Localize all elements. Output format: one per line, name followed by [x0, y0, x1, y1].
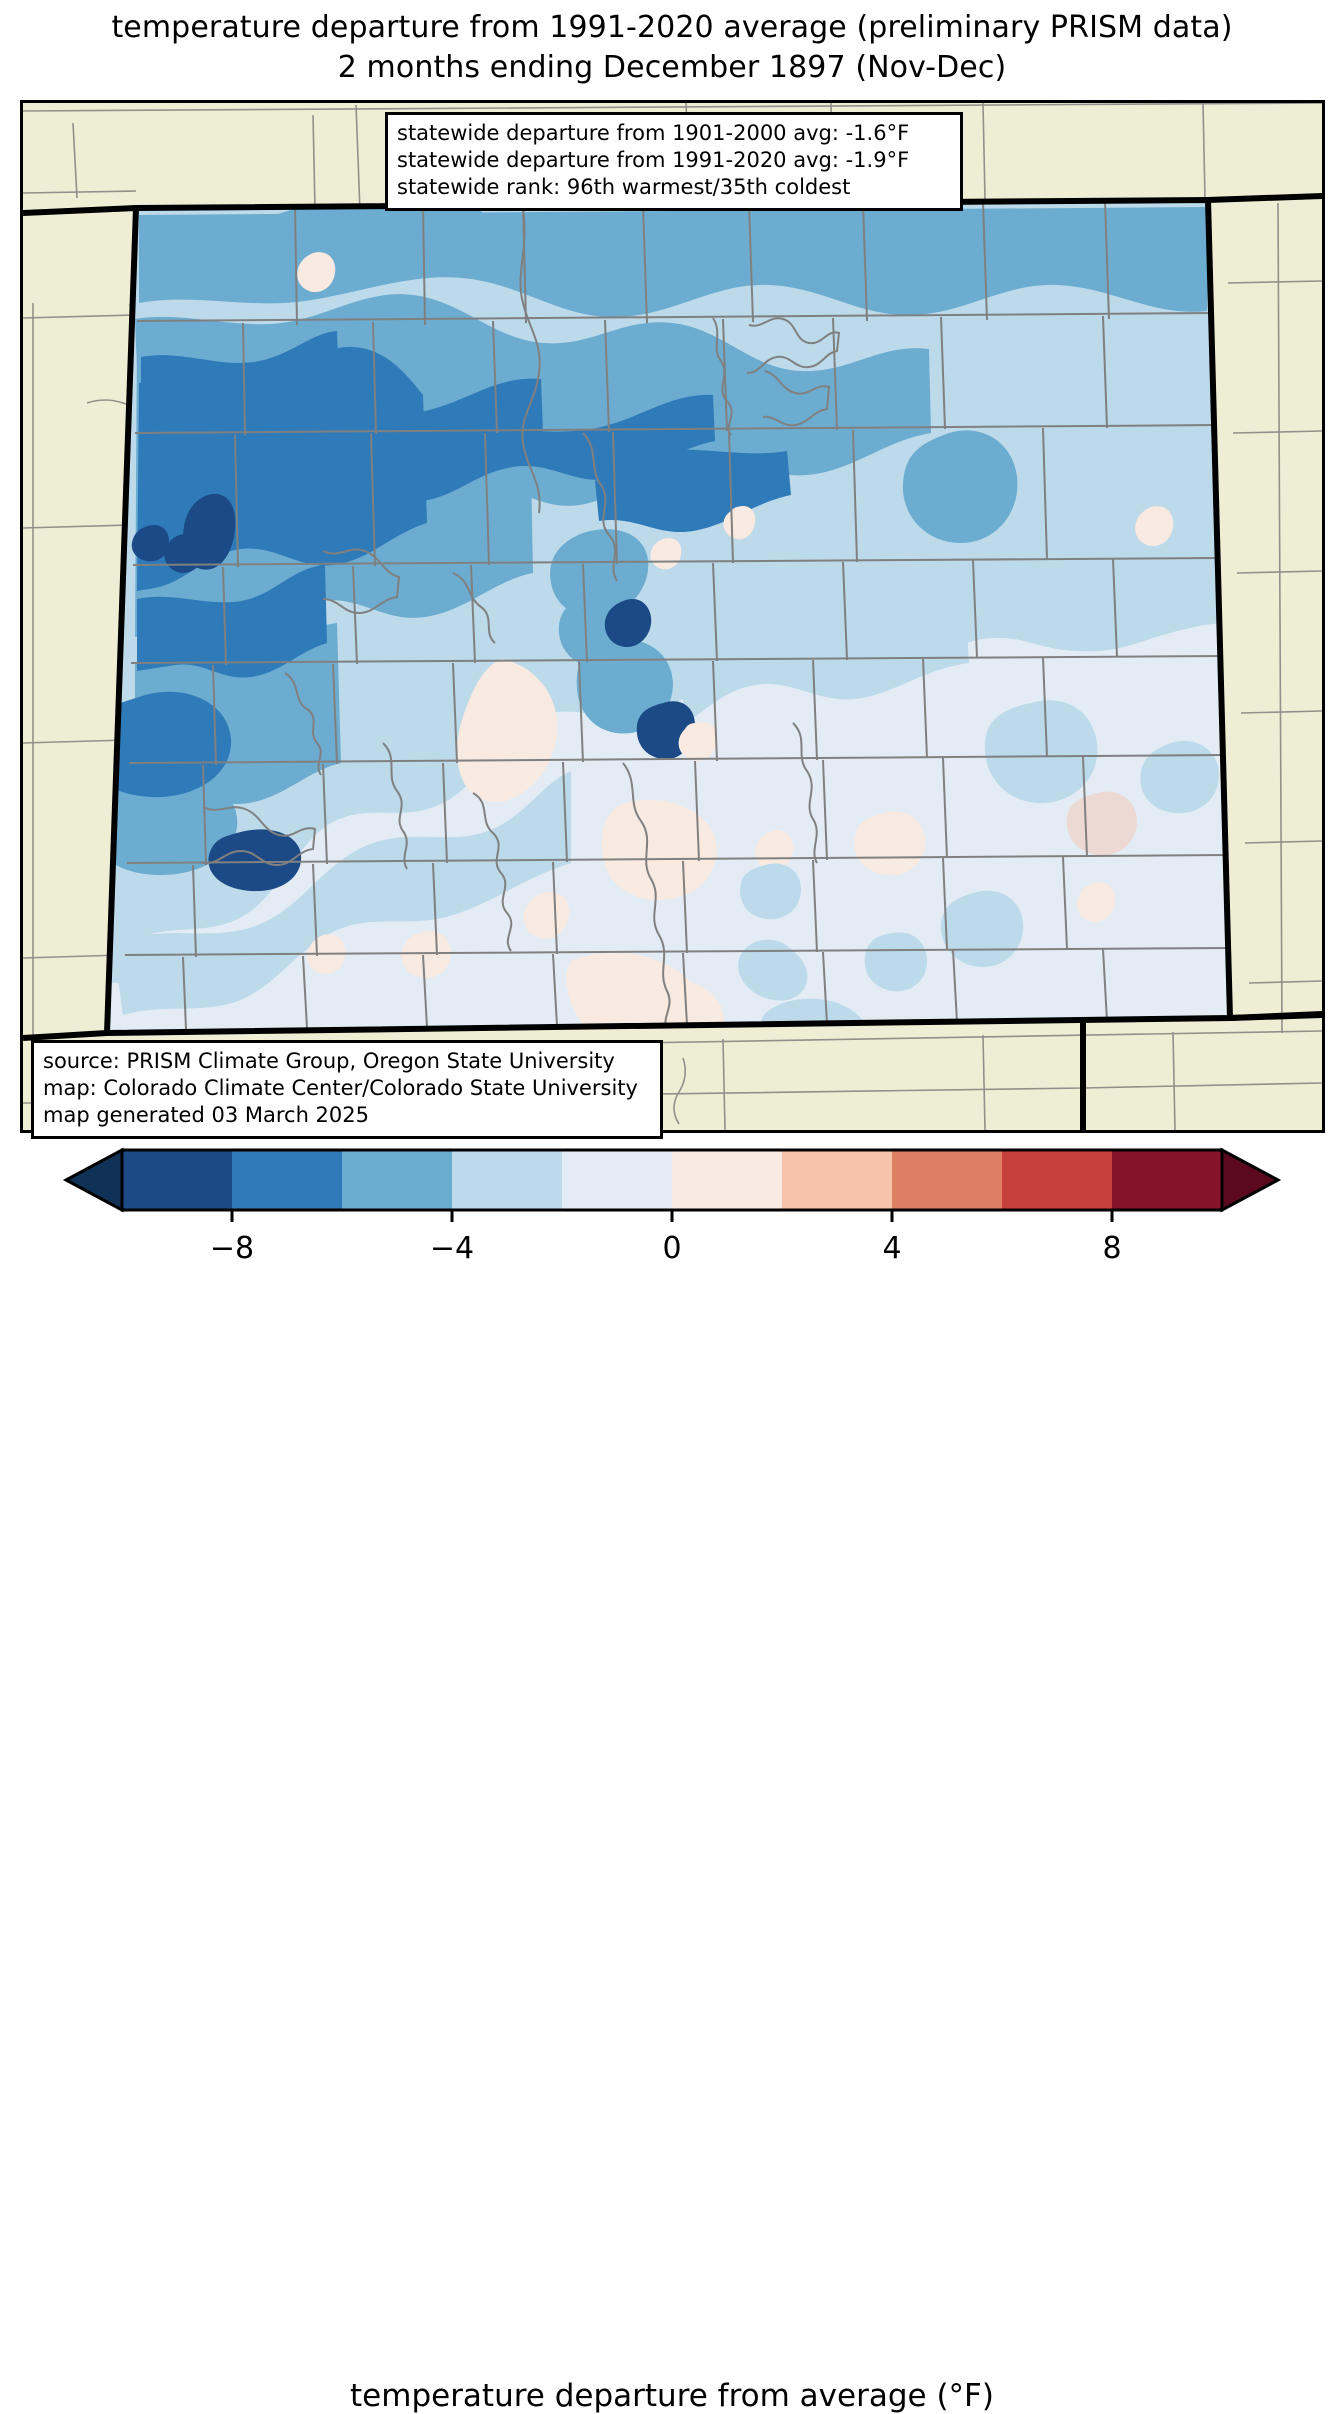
colorbar-tick-label--8: −8 — [210, 1231, 254, 1266]
colorbar-tick-labels: −8 −4 0 4 8 — [210, 1231, 1122, 1266]
stats-departure-1991-2020: statewide departure from 1991-2020 avg: … — [397, 148, 910, 172]
colorbar-band--4-to--2 — [452, 1150, 562, 1210]
colorbar-band--6-to--4 — [342, 1150, 452, 1210]
stats-rank: statewide rank: 96th warmest/35th coldes… — [397, 175, 851, 199]
colorbar-band-0-to-2 — [672, 1150, 782, 1210]
colorbar-band--10-to--8 — [122, 1150, 232, 1210]
colorbar-tick-label-4: 4 — [882, 1231, 901, 1266]
neighbor-state-boundaries — [23, 193, 1322, 1130]
colorbar-band-6-to-8 — [1002, 1150, 1112, 1210]
colorbar-over-arrow — [1220, 1147, 1282, 1213]
map-credit-line: map: Colorado Climate Center/Colorado St… — [43, 1076, 638, 1100]
colorbar-band-4-to-6 — [892, 1150, 1002, 1210]
title-line-1: temperature departure from 1991-2020 ave… — [111, 10, 1233, 45]
colorbar: −8 −4 0 4 8 temperature departure from avera… — [0, 1140, 1344, 2414]
colorbar-band--8-to--6 — [232, 1150, 342, 1210]
colorbar-tick-label-8: 8 — [1102, 1231, 1121, 1266]
colorado-temperature-departure-map — [23, 103, 1322, 1130]
temperature-departure-contours — [107, 200, 1230, 1033]
map-page: temperature departure from 1991-2020 ave… — [0, 8, 1344, 2414]
colorbar-under-arrow — [62, 1147, 124, 1213]
colorbar-axis-label: temperature departure from average (°F) — [350, 2378, 994, 2414]
source-attribution-box: source: PRISM Climate Group, Oregon Stat… — [31, 1040, 663, 1139]
colorbar-bands — [122, 1150, 1222, 1210]
statewide-stats-box: statewide departure from 1901-2000 avg: … — [385, 112, 963, 211]
colorbar-ticks — [230, 1210, 1114, 1222]
source-line: source: PRISM Climate Group, Oregon Stat… — [43, 1049, 615, 1073]
colorbar-tick-label--4: −4 — [430, 1231, 474, 1266]
colorbar-tick-label-0: 0 — [662, 1231, 681, 1266]
page-title: temperature departure from 1991-2020 ave… — [0, 8, 1344, 88]
map-generated-line: map generated 03 March 2025 — [43, 1103, 370, 1127]
colorbar-band-2-to-4 — [782, 1150, 892, 1210]
map-frame — [20, 100, 1325, 1133]
title-line-2: 2 months ending December 1897 (Nov-Dec) — [337, 50, 1007, 85]
county-boundaries — [124, 200, 1230, 1030]
stats-departure-1901-2000: statewide departure from 1901-2000 avg: … — [397, 121, 910, 145]
colorbar-band--2-to-0 — [562, 1150, 672, 1210]
colorbar-band-8-to-10 — [1112, 1150, 1222, 1210]
colorbar-svg: −8 −4 0 4 8 — [62, 1147, 1282, 1266]
